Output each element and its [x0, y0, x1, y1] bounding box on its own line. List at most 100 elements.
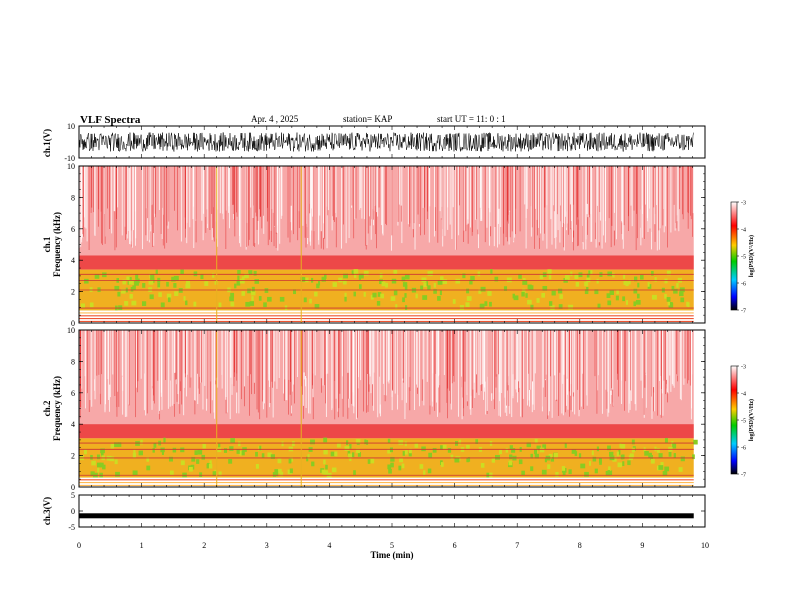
spectrogram-green-patch	[130, 286, 134, 292]
spectrogram-green-patch	[96, 462, 102, 468]
spectrogram-green-patch	[487, 291, 492, 296]
spectrogram-green-patch	[321, 276, 327, 282]
spectrogram-green-patch	[402, 451, 405, 456]
spectrogram-green-patch	[264, 288, 269, 293]
spectrogram-green-patch	[117, 291, 121, 297]
spectrogram-green-patch	[377, 292, 382, 297]
spectrogram-green-patch	[584, 289, 589, 295]
y-tick-label: 6	[71, 389, 75, 398]
spectrogram-green-patch	[619, 443, 622, 448]
x-tick-label: 3	[265, 541, 269, 550]
colorbar-tick-label: -7	[741, 473, 746, 479]
spectrogram-green-patch	[478, 289, 482, 294]
spectrogram-green-patch	[160, 447, 165, 453]
spectrogram-green-patch	[229, 296, 234, 302]
spectrogram-green-patch	[480, 303, 485, 309]
spectrogram-green-patch	[617, 462, 622, 468]
spectrogram-green-patch	[153, 443, 157, 448]
spectrogram-green-patch	[239, 278, 245, 284]
spectrogram-green-patch	[236, 449, 240, 454]
spectrogram-green-patch	[152, 447, 155, 453]
colorbar	[730, 201, 738, 311]
spectrogram-green-patch	[680, 456, 685, 462]
spectrogram-green-patch	[259, 445, 262, 451]
spectrogram-green-patch	[664, 438, 668, 443]
spectrogram-green-patch	[185, 300, 188, 306]
spectrogram-green-patch	[692, 454, 695, 460]
spectrogram-green-patch	[180, 269, 184, 275]
colorbar-tick-label: -5	[741, 255, 746, 261]
spectrogram-green-patch	[550, 305, 555, 310]
spectrogram-green-patch	[542, 444, 547, 450]
spectrogram-green-patch	[553, 452, 558, 458]
spectrogram-green-patch	[380, 293, 385, 299]
colorbar-tick-label: -4	[741, 392, 746, 398]
spectrogram-green-patch	[555, 471, 559, 477]
spectrogram-green-patch	[323, 449, 328, 455]
spectrogram-green-patch	[615, 295, 619, 301]
spectrogram-green-patch	[244, 273, 249, 279]
spectrogram-green-patch	[199, 472, 203, 478]
spectrogram-green-patch	[620, 444, 626, 449]
spectrogram-green-patch	[146, 465, 151, 471]
spectrogram-green-patch	[575, 281, 580, 287]
spectrogram-green-patch	[424, 281, 429, 286]
spectrogram-green-patch	[676, 283, 679, 288]
spectrogram-green-patch	[204, 281, 209, 286]
spectrogram-green-patch	[586, 277, 591, 283]
spectrogram-green-patch	[596, 446, 600, 452]
spectrogram-green-patch	[343, 273, 348, 279]
spectrogram-green-patch	[420, 285, 424, 291]
spectrogram-green-patch	[623, 280, 628, 285]
date-label: Apr. 4 , 2025	[251, 114, 299, 124]
spectrogram-green-patch	[401, 463, 405, 469]
spectrogram-green-patch	[118, 442, 122, 447]
spectrogram-green-patch	[633, 288, 638, 294]
spectrogram-green-patch	[607, 271, 612, 277]
spectrogram-green-patch	[536, 298, 540, 303]
spectrogram-green-patch	[113, 442, 119, 447]
spectrogram-green-patch	[251, 286, 255, 292]
spectrogram-green-patch	[633, 276, 638, 282]
spectrogram-green-patch	[110, 443, 115, 449]
spectrogram-green-patch	[527, 299, 532, 305]
spectrogram-green-patch	[90, 454, 93, 460]
spectrogram-green-patch	[188, 466, 193, 472]
spectrogram-green-patch	[263, 302, 267, 308]
spectrogram-green-patch	[358, 275, 362, 280]
spectrogram-green-patch	[114, 285, 120, 291]
spectrogram-green-patch	[178, 288, 183, 293]
spectrogram-green-patch	[458, 439, 462, 445]
spectrogram-green-patch	[247, 288, 251, 294]
x-tick-label: 2	[202, 541, 206, 550]
spectrogram-green-patch	[348, 453, 353, 459]
spectrogram-green-patch	[191, 456, 196, 462]
y-tick-label: 0	[71, 319, 75, 328]
spectrogram-green-patch	[513, 295, 519, 301]
spectrogram-green-patch	[218, 471, 222, 477]
spectrogram-green-patch	[99, 462, 104, 468]
spectrogram-green-patch	[239, 450, 243, 456]
chart-title: VLF Spectra	[80, 114, 141, 126]
spectrogram-green-patch	[622, 461, 625, 466]
spectrogram-green-patch	[149, 294, 154, 300]
spectrogram-green-patch	[408, 448, 412, 454]
spectrogram-green-patch	[427, 468, 432, 474]
spectrogram-green-patch	[452, 299, 456, 304]
spectrogram-green-patch	[94, 274, 100, 279]
spectrogram-green-patch	[584, 281, 589, 287]
spectrogram-green-patch	[216, 447, 222, 453]
spectrogram-green-patch	[680, 297, 685, 303]
spectrogram-green-patch	[427, 285, 431, 291]
spectrogram-green-patch	[131, 300, 137, 306]
spectrogram-green-patch	[389, 447, 393, 453]
spectrogram-green-patch	[402, 297, 405, 303]
spectrogram-green-patch	[541, 469, 547, 475]
spectrogram-green-patch	[140, 439, 143, 445]
spectrogram-green-patch	[470, 275, 475, 281]
spectrogram-green-patch	[505, 447, 509, 453]
spectrogram-green-patch	[342, 279, 347, 285]
spectrogram-green-patch	[404, 441, 407, 447]
spectrogram-green-patch	[551, 290, 556, 296]
spectrogram-green-patch	[300, 276, 306, 282]
